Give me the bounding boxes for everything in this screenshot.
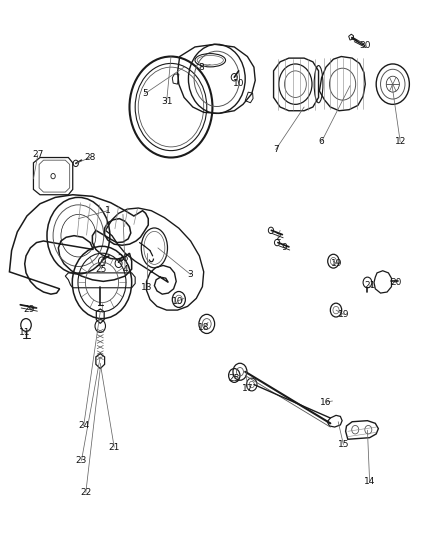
Text: 10: 10 [233,78,244,87]
Text: 20: 20 [390,278,402,287]
Text: 8: 8 [199,63,205,71]
Text: 25: 25 [95,265,107,273]
Text: 1: 1 [105,206,110,215]
Text: 19: 19 [338,310,349,319]
Text: 10: 10 [172,296,183,305]
Text: 24: 24 [78,422,89,431]
Text: 4: 4 [122,265,128,273]
Text: 27: 27 [32,150,43,159]
Text: 29: 29 [23,304,35,313]
Text: 18: 18 [198,323,209,332]
Text: 26: 26 [117,254,129,263]
Text: 7: 7 [273,145,279,154]
Text: 25: 25 [229,374,240,383]
Text: 21: 21 [109,443,120,452]
Text: 15: 15 [338,440,349,449]
Text: 9: 9 [282,244,287,253]
Text: 21: 21 [364,280,375,289]
Text: 13: 13 [141,283,153,292]
Text: 28: 28 [85,153,96,162]
Text: 31: 31 [161,97,173,106]
Text: 30: 30 [360,42,371,51]
Text: 2: 2 [275,233,281,242]
Text: 17: 17 [242,384,253,393]
Text: 6: 6 [319,137,325,146]
Text: 5: 5 [142,89,148,98]
Text: 11: 11 [19,328,31,337]
Text: 12: 12 [395,137,406,146]
Text: 16: 16 [320,398,332,407]
Text: 14: 14 [364,478,375,486]
Text: 22: 22 [80,488,92,497]
Text: 23: 23 [76,456,87,465]
Text: 19: 19 [331,260,343,268]
Text: 3: 3 [188,270,194,279]
